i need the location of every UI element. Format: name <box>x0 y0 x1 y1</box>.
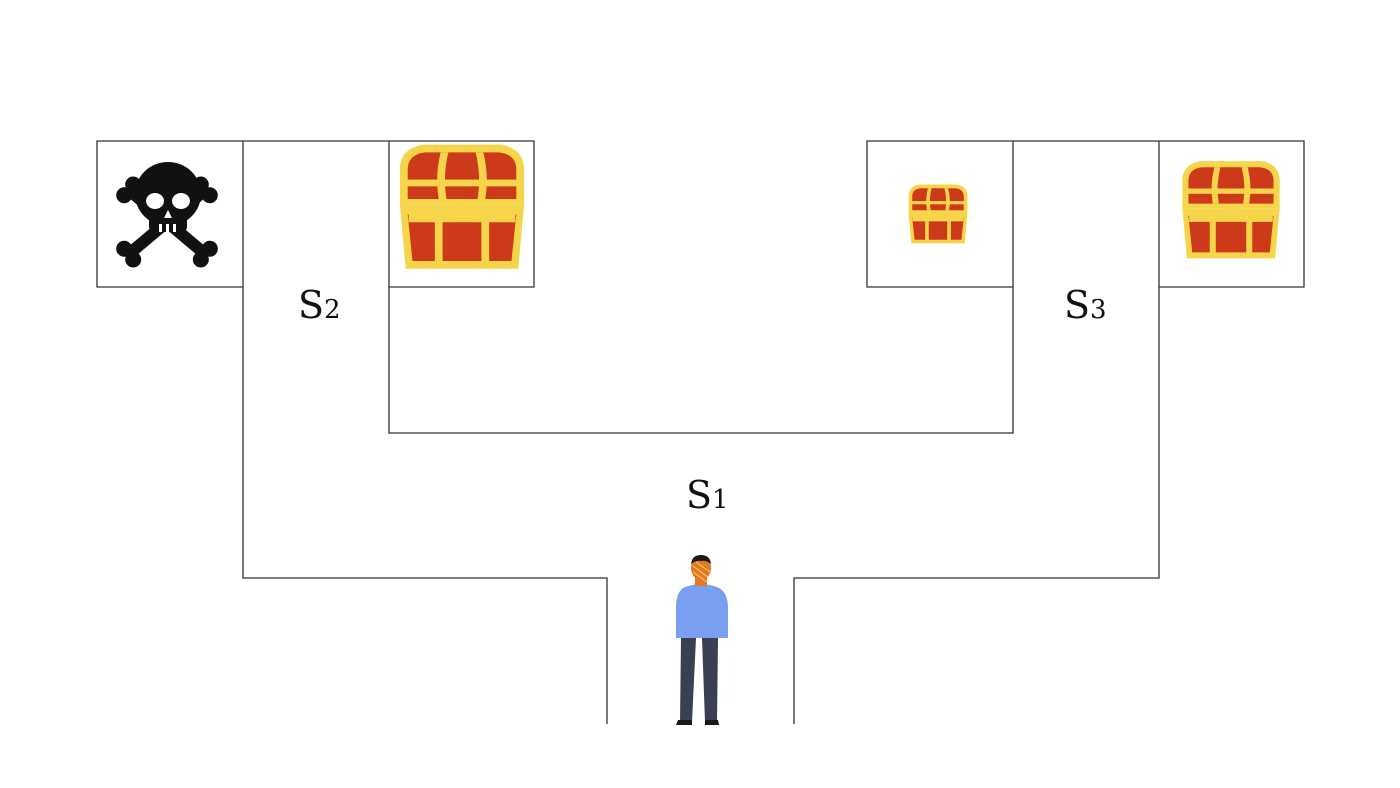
left-wall <box>96 140 1305 724</box>
maze-walls <box>96 140 1305 724</box>
state-label-s1: S1 <box>686 473 729 517</box>
person-icon <box>676 555 728 725</box>
treasure-chest-icon <box>399 144 525 269</box>
state-label-s2: S2 <box>298 283 341 327</box>
treasure-chest-icon <box>908 184 968 244</box>
state-label-s3: S3 <box>1064 283 1107 327</box>
skull-crossbones-icon <box>116 162 218 268</box>
treasure-chest-icon <box>1182 161 1280 259</box>
